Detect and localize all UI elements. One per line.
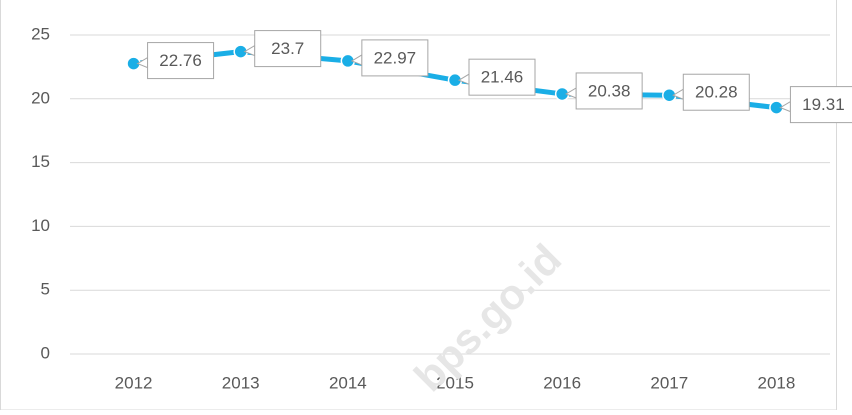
plot: 22.76 23.7 22.97 21.46 20.38 20.28 19.31 (126, 30, 852, 124)
label-box (361, 39, 429, 77)
y-tick-label: 20 (31, 88, 50, 107)
y-tick-label: 15 (31, 152, 50, 171)
label-box (254, 30, 322, 68)
label-box (468, 58, 536, 96)
y-tick-label: 5 (41, 280, 50, 299)
x-tick-label: 2013 (222, 373, 260, 392)
data-label: 22.76 (159, 51, 202, 70)
label-box (789, 86, 852, 124)
x-tick-label: 2018 (758, 373, 796, 392)
y-tick-label: 10 (31, 216, 50, 235)
y-tick-label: 0 (41, 343, 50, 362)
y-tick-label: 25 (31, 24, 50, 43)
label-box (682, 73, 750, 111)
grid: 0 5 10 15 20 25 2012 2013 2014 2015 2016 2017 2018 (31, 24, 830, 392)
data-label: 21.46 (481, 68, 524, 87)
x-tick-label: 2012 (115, 373, 153, 392)
x-tick-label: 2017 (650, 373, 688, 392)
data-label: 23.7 (271, 39, 304, 58)
x-tick-label: 2014 (329, 373, 367, 392)
x-tick-label: 2015 (436, 373, 474, 392)
data-label: 20.28 (695, 83, 738, 102)
label-box (575, 72, 643, 110)
data-label: 20.38 (588, 81, 631, 100)
x-tick-label: 2016 (543, 373, 581, 392)
data-label: 22.97 (374, 48, 417, 67)
data-label: 19.31 (802, 95, 845, 114)
label-box (147, 42, 215, 80)
